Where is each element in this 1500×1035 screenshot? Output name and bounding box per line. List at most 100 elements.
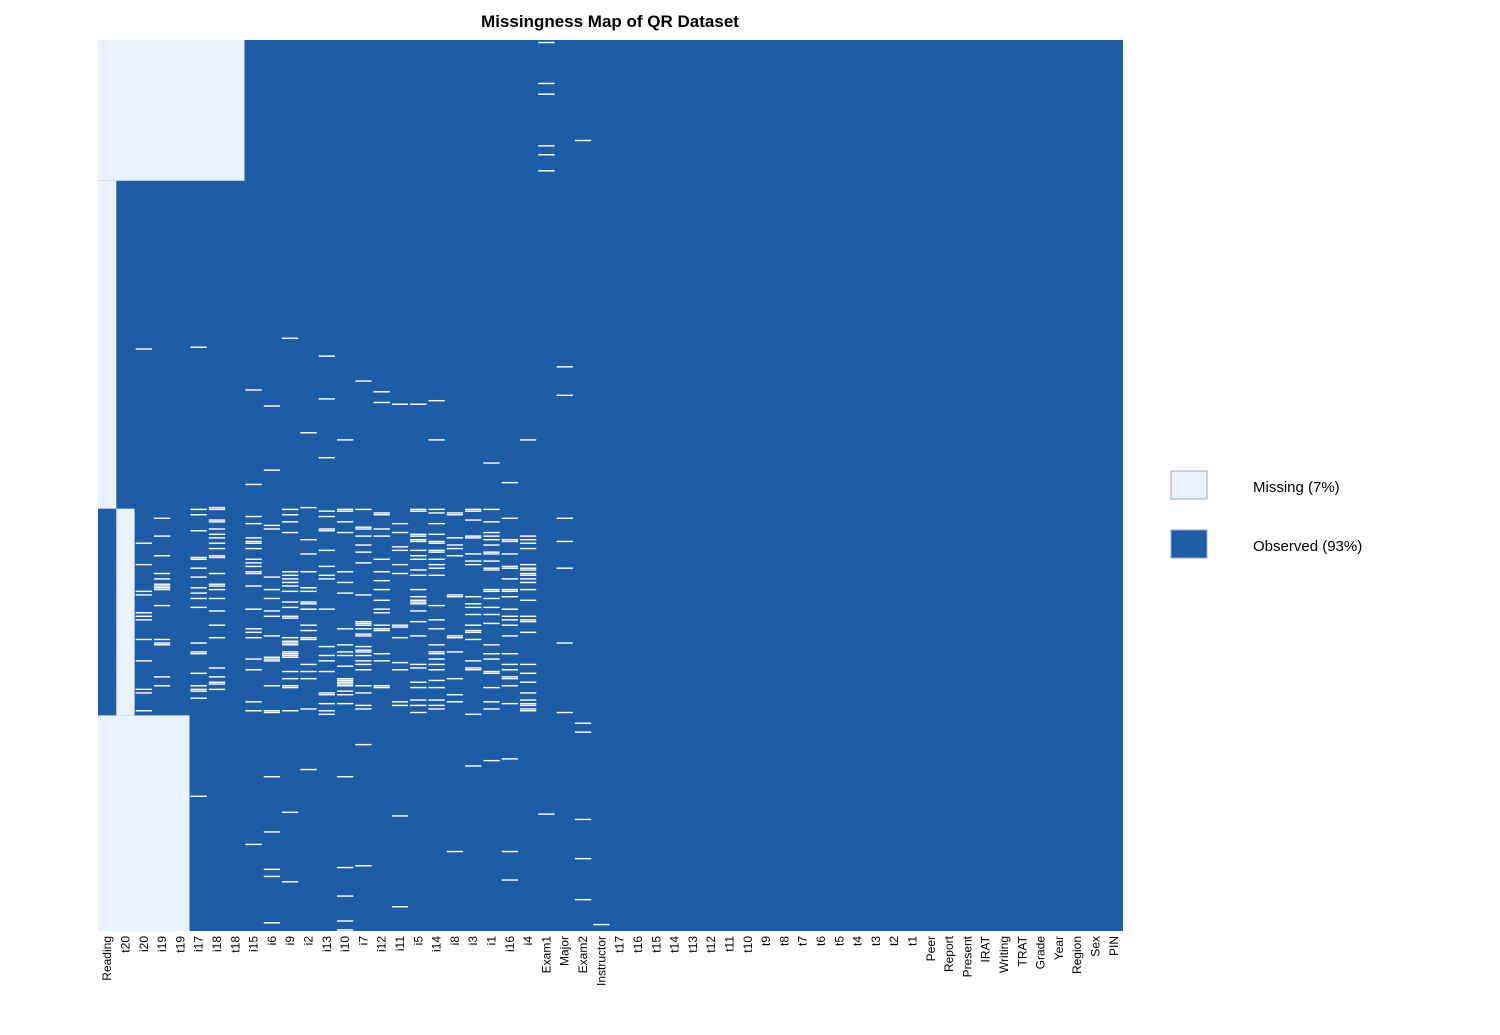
missing-cell-i5 — [410, 599, 427, 601]
plot-area — [98, 40, 1123, 931]
missing-cell-i2 — [300, 663, 317, 666]
missing-cell-i9 — [282, 685, 299, 687]
missing-cell-i16 — [501, 590, 518, 593]
missing-cell-i19 — [153, 585, 171, 587]
missing-cell-i7 — [355, 660, 372, 662]
missing-cell-i14 — [428, 604, 445, 607]
missing-cell-i7 — [355, 654, 372, 657]
missing-cell-i16 — [501, 608, 518, 610]
missing-cell-i20 — [135, 615, 152, 618]
missing-cell-i16 — [501, 540, 518, 543]
missing-cell-i16 — [501, 619, 518, 621]
missing-cell-i18 — [208, 667, 226, 669]
missing-cell-i10 — [336, 581, 354, 584]
missing-cell-i1 — [483, 759, 500, 762]
missing-cell-i17 — [190, 672, 207, 675]
x-tick-label-i2: i2 — [301, 936, 315, 946]
missing-cell-i9 — [282, 585, 299, 587]
missing-cell-i2 — [300, 432, 317, 434]
missing-cell-i14 — [428, 679, 445, 682]
missing-cell-i17 — [190, 651, 207, 653]
missing-cell-i1 — [483, 606, 500, 609]
missing-cell-i9 — [282, 617, 299, 619]
missing-cell-i14 — [428, 439, 445, 441]
missing-cell-i5 — [410, 595, 427, 598]
missing-cell-i18 — [208, 533, 226, 536]
missing-cell-i10 — [336, 895, 354, 897]
missing-cell-i10 — [336, 866, 354, 869]
missing-cell-i7 — [355, 622, 372, 625]
missing-cell-i9 — [282, 521, 299, 523]
missing-cell-i4 — [519, 619, 537, 621]
x-tick-label-i7: i7 — [356, 936, 370, 946]
missing-cell-Exam2 — [574, 722, 592, 724]
missing-cell-i5 — [410, 667, 427, 669]
missing-cell-Exam1 — [538, 93, 555, 95]
missing-cell-i7 — [355, 685, 372, 687]
missing-cell-i10 — [336, 677, 354, 680]
missing-cell-i4 — [519, 615, 537, 618]
missing-cell-i1 — [483, 462, 500, 464]
missing-cell-i2 — [300, 708, 317, 710]
x-tick-label-i18: i18 — [210, 936, 224, 952]
missing-cell-i14 — [428, 522, 445, 525]
missing-cell-i9 — [282, 574, 299, 577]
missing-cell-i4 — [519, 569, 537, 571]
missing-cell-i12 — [373, 629, 390, 632]
missing-cell-i6 — [263, 831, 281, 833]
missing-cell-i9 — [282, 581, 299, 584]
missing-cell-i12 — [373, 599, 390, 601]
missing-cell-i18 — [208, 528, 226, 530]
missing-cell-i7 — [355, 528, 372, 530]
missing-cell-i17 — [190, 688, 207, 691]
missing-cell-Exam1 — [538, 154, 555, 156]
missing-cell-i5 — [410, 555, 427, 557]
missing-cell-i5 — [410, 558, 427, 560]
missing-cell-i10 — [336, 683, 354, 685]
missing-cell-i6 — [263, 524, 281, 527]
missing-cell-i1 — [483, 653, 500, 655]
missing-cell-i9 — [282, 578, 299, 580]
missing-cell-Major — [556, 394, 573, 397]
missing-cell-i3 — [465, 631, 482, 634]
missing-cell-i18 — [208, 547, 226, 550]
x-tick-label-t11: t11 — [722, 936, 736, 952]
missing-cell-i7 — [355, 635, 372, 637]
missing-cell-i12 — [373, 653, 390, 655]
missing-cell-i16 — [501, 879, 518, 881]
missing-cell-Exam1 — [538, 813, 555, 815]
missing-cell-i2 — [300, 553, 317, 555]
x-tick-label-sex: Sex — [1089, 936, 1103, 957]
missing-cell-i3 — [465, 519, 482, 521]
missing-cell-i20 — [135, 612, 152, 614]
missing-cell-i3 — [465, 510, 482, 512]
missing-cell-i15 — [245, 636, 262, 639]
missing-cell-i16 — [501, 538, 518, 541]
missing-cell-i1 — [483, 538, 500, 541]
missing-cell-i11 — [391, 815, 409, 817]
x-tick-label-exam1: Exam1 — [539, 936, 553, 974]
missing-cell-i13 — [318, 692, 335, 694]
missing-cell-i16 — [501, 685, 518, 687]
missing-cell-i12 — [373, 401, 390, 404]
x-tick-label-i19: i19 — [155, 936, 169, 952]
missing-cell-i5 — [410, 574, 427, 577]
missing-cell-i19 — [153, 638, 171, 641]
missing-cell-i3 — [465, 667, 482, 669]
x-tick-label-t1: t1 — [906, 936, 920, 946]
missing-cell-i15 — [245, 558, 262, 560]
missing-cell-i11 — [391, 563, 409, 566]
missing-cell-i2 — [300, 506, 317, 509]
x-tick-label-t2: t2 — [887, 936, 901, 946]
missing-cell-i18 — [208, 519, 226, 521]
missing-cell-i15 — [245, 522, 262, 525]
missing-cell-i11 — [391, 704, 409, 707]
missing-cell-i1 — [483, 588, 500, 591]
missing-cell-i4 — [519, 581, 537, 584]
missing-cell-i1 — [483, 560, 500, 562]
missing-cell-i1 — [483, 708, 500, 710]
missing-cell-i16 — [501, 676, 518, 678]
missing-cell-i11 — [391, 546, 409, 548]
missing-cell-i10 — [336, 571, 354, 573]
